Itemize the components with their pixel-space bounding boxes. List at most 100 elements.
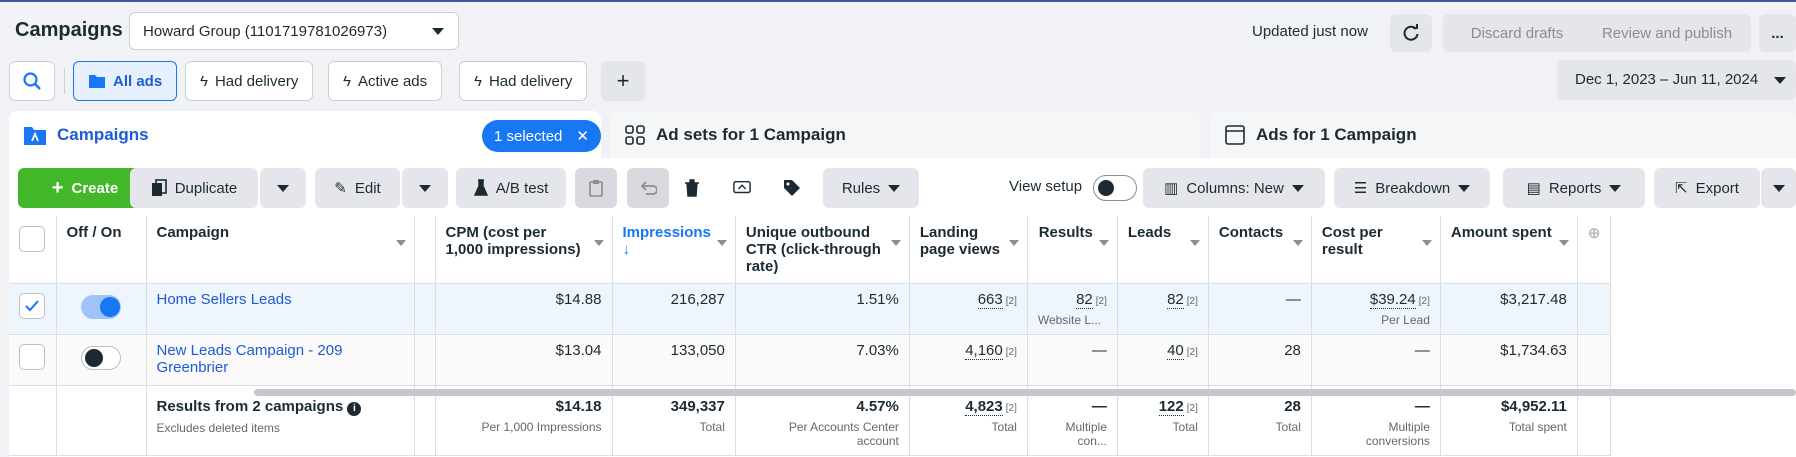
more-options-button[interactable]: ... bbox=[1759, 14, 1796, 52]
total-sub: Total bbox=[699, 420, 725, 434]
col-impressions[interactable]: Impressions ↓ bbox=[612, 216, 736, 284]
chevron-down-icon bbox=[1291, 184, 1304, 192]
campaign-name-link[interactable]: New Leads Campaign - 209 Greenbrier bbox=[156, 342, 343, 376]
add-column-icon[interactable]: ⊕ bbox=[1587, 225, 1601, 242]
chevron-down-icon[interactable] bbox=[1421, 240, 1432, 246]
rules-label: Rules bbox=[841, 179, 881, 197]
filter-had-delivery[interactable]: ϟ Had delivery bbox=[185, 61, 314, 101]
tab-adsets[interactable]: Ad sets for 1 Campaign bbox=[610, 111, 1201, 158]
col-amount-spent[interactable]: Amount spent bbox=[1440, 216, 1578, 284]
preview-button[interactable] bbox=[721, 168, 763, 208]
campaign-toggle[interactable] bbox=[81, 346, 121, 370]
row-checkbox-cell[interactable] bbox=[9, 283, 57, 335]
reports-button[interactable]: ▤ Reports bbox=[1503, 168, 1645, 208]
col-leads[interactable]: Leads bbox=[1117, 216, 1209, 284]
date-range-picker[interactable]: Dec 1, 2023 – Jun 11, 2024 bbox=[1557, 60, 1796, 100]
chevron-down-icon[interactable] bbox=[1098, 240, 1109, 246]
total-value: — bbox=[1414, 398, 1430, 415]
footnote: [2] bbox=[1186, 296, 1198, 307]
filter-active-ads[interactable]: ϟ Active ads bbox=[328, 61, 443, 101]
campaign-toggle[interactable] bbox=[81, 295, 121, 319]
select-all-checkbox[interactable] bbox=[19, 226, 46, 252]
tab-ads[interactable]: Ads for 1 Campaign bbox=[1210, 111, 1796, 158]
selection-pill[interactable]: 1 selected ✕ bbox=[482, 120, 601, 152]
export-button[interactable]: ⇱ Export bbox=[1654, 168, 1760, 208]
view-setup-toggle[interactable] bbox=[1093, 175, 1137, 201]
lpv-value: 4,160 bbox=[965, 342, 1003, 360]
col-campaign[interactable]: Campaign bbox=[146, 216, 415, 284]
chevron-down-icon[interactable] bbox=[716, 240, 727, 246]
horizontal-scrollbar[interactable] bbox=[254, 389, 1796, 396]
toggle-knob bbox=[100, 297, 120, 317]
chevron-down-icon[interactable] bbox=[1008, 240, 1019, 246]
export-dropdown[interactable] bbox=[1761, 168, 1796, 208]
chevron-down-icon[interactable] bbox=[1558, 240, 1569, 246]
chevron-down-icon[interactable] bbox=[593, 240, 604, 246]
col-cpm[interactable]: CPM (cost per 1,000 impressions) bbox=[435, 216, 613, 284]
clipboard-button[interactable] bbox=[575, 168, 617, 208]
table-header-row: Off / On Campaign CPM (cost per 1,000 im… bbox=[9, 216, 1612, 284]
select-all-header[interactable] bbox=[9, 216, 57, 284]
account-selector[interactable]: Howard Group (1101719781026973) bbox=[129, 12, 459, 50]
breakdown-button[interactable]: ☰ Breakdown bbox=[1334, 168, 1490, 208]
tab-campaigns[interactable]: Campaigns 1 selected ✕ bbox=[9, 111, 601, 158]
filter-had-delivery-2[interactable]: ϟ Had delivery bbox=[459, 61, 588, 101]
table-row[interactable]: New Leads Campaign - 209 Greenbrier $13.… bbox=[9, 334, 1612, 386]
discard-drafts-button[interactable]: Discard drafts bbox=[1443, 14, 1591, 52]
campaign-cell[interactable]: Home Sellers Leads bbox=[146, 283, 415, 335]
date-range-label: Dec 1, 2023 – Jun 11, 2024 bbox=[1575, 71, 1759, 88]
col-lpv[interactable]: Landing page views bbox=[909, 216, 1028, 284]
duplicate-button[interactable]: Duplicate bbox=[130, 168, 258, 208]
ab-test-button[interactable]: A/B test bbox=[456, 168, 566, 208]
duplicate-dropdown[interactable] bbox=[260, 168, 306, 208]
campaign-cell[interactable]: New Leads Campaign - 209 Greenbrier bbox=[146, 334, 415, 386]
chevron-down-icon[interactable] bbox=[1189, 240, 1200, 246]
col-ctr[interactable]: Unique outbound CTR (click-through rate) bbox=[735, 216, 910, 284]
toggle-cell[interactable] bbox=[56, 334, 147, 386]
filter-all-ads[interactable]: All ads bbox=[73, 61, 178, 101]
info-icon[interactable]: i bbox=[347, 402, 362, 416]
toggle-knob bbox=[85, 349, 103, 367]
col-results[interactable]: Results bbox=[1027, 216, 1118, 284]
rules-button[interactable]: Rules bbox=[823, 168, 919, 208]
page-title: Campaigns bbox=[15, 19, 123, 41]
create-button[interactable]: + Create bbox=[18, 168, 152, 208]
campaign-name-link[interactable]: Home Sellers Leads bbox=[156, 291, 292, 308]
add-column-header[interactable]: ⊕ bbox=[1577, 216, 1612, 284]
create-label: Create bbox=[71, 179, 119, 197]
toggle-knob bbox=[1098, 180, 1114, 196]
chevron-down-icon[interactable] bbox=[395, 240, 406, 246]
add-filter-button[interactable]: + bbox=[601, 61, 645, 101]
chip-label: Had delivery bbox=[488, 72, 573, 90]
columns-button[interactable]: ▥ Columns: New bbox=[1143, 168, 1325, 208]
row-checkbox-cell[interactable] bbox=[9, 334, 57, 386]
table-row[interactable]: Home Sellers Leads $14.88 216,287 1.51% … bbox=[9, 283, 1612, 335]
reports-icon: ▤ bbox=[1526, 180, 1541, 197]
col-cost-per-result[interactable]: Cost per result bbox=[1311, 216, 1441, 284]
edit-dropdown[interactable] bbox=[402, 168, 448, 208]
tag-button[interactable] bbox=[771, 168, 813, 208]
total-sub: Total bbox=[991, 420, 1017, 434]
edit-button[interactable]: ✎ Edit bbox=[315, 168, 400, 208]
total-value: 122 bbox=[1158, 398, 1184, 416]
search-button[interactable] bbox=[9, 61, 55, 101]
chevron-down-icon[interactable] bbox=[890, 240, 901, 246]
top-bar: Campaigns Howard Group (1101719781026973… bbox=[0, 0, 1796, 58]
lightning-icon: ϟ bbox=[474, 72, 482, 90]
close-icon[interactable]: ✕ bbox=[576, 128, 589, 145]
delete-button[interactable] bbox=[671, 168, 713, 208]
table-toolbar: + Create Duplicate ✎ Edit A/B test bbox=[9, 158, 1796, 216]
cpr-value: $39.24 bbox=[1369, 291, 1416, 309]
row-checkbox[interactable] bbox=[19, 344, 46, 370]
row-checkbox[interactable] bbox=[19, 293, 46, 319]
col-contacts[interactable]: Contacts bbox=[1208, 216, 1312, 284]
toggle-cell[interactable] bbox=[56, 283, 147, 335]
results-cell: 82 [2] Website L... bbox=[1027, 283, 1118, 335]
chevron-down-icon[interactable] bbox=[1292, 240, 1303, 246]
lpv-value: 663 bbox=[977, 291, 1003, 309]
undo-button[interactable] bbox=[627, 168, 669, 208]
search-icon bbox=[23, 72, 41, 90]
review-publish-button[interactable]: Review and publish bbox=[1583, 14, 1751, 52]
refresh-button[interactable] bbox=[1390, 14, 1432, 52]
footnote: [2] bbox=[1005, 403, 1017, 414]
